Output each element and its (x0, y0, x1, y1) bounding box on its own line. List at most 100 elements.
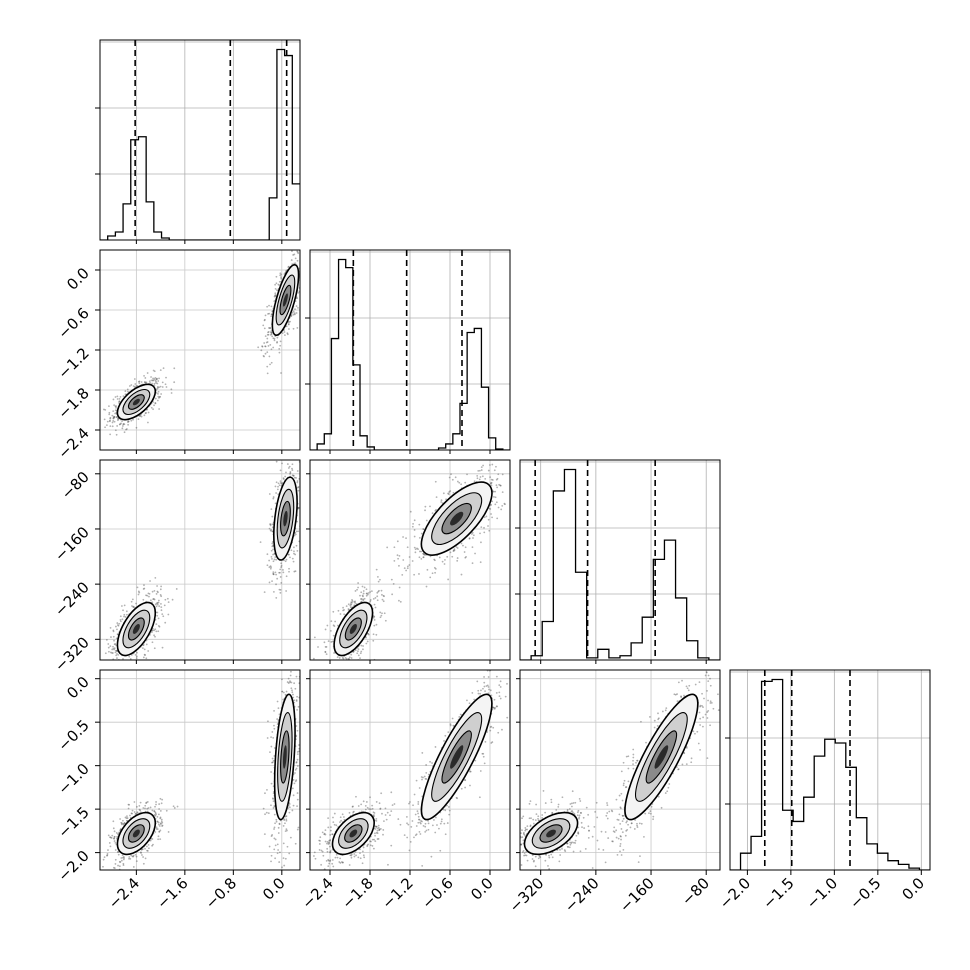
scatter-point (456, 547, 459, 549)
scatter-point (153, 814, 156, 816)
scatter-point (289, 650, 291, 652)
scatter-point (148, 592, 151, 595)
scatter-point (271, 542, 274, 545)
scatter-point (117, 864, 119, 867)
scatter-point (272, 560, 275, 563)
scatter-point (269, 751, 271, 754)
scatter-point (153, 810, 156, 812)
scatter-point (151, 590, 154, 593)
scatter-point (120, 664, 122, 666)
scatter-point (144, 804, 147, 807)
scatter-point (345, 657, 348, 660)
scatter-point (273, 804, 276, 807)
scatter-point (501, 491, 504, 494)
scatter-point (117, 853, 120, 856)
scatter-point (272, 737, 275, 739)
scatter-point (154, 397, 157, 400)
scatter-point (137, 418, 140, 420)
scatter-point (125, 610, 128, 613)
scatter-point (351, 599, 353, 601)
scatter-point (489, 464, 491, 466)
scatter-point (268, 312, 271, 315)
scatter-point (362, 598, 364, 601)
scatter-point (425, 519, 428, 522)
scatter-point (144, 654, 146, 656)
scatter-point (146, 849, 148, 852)
scatter-point (112, 629, 115, 632)
scatter-point (273, 848, 276, 851)
scatter-point (153, 629, 156, 632)
scatter-point (359, 657, 361, 660)
contour-level (349, 623, 357, 634)
scatter-point (409, 510, 412, 513)
scatter-point (132, 854, 135, 857)
scatter-point (350, 601, 353, 604)
scatter-point (362, 645, 364, 647)
scatter-point (339, 613, 342, 615)
scatter-point (123, 663, 125, 665)
scatter-point (274, 502, 277, 505)
scatter-point (137, 593, 140, 596)
scatter-point (107, 646, 110, 649)
scatter-point (422, 552, 425, 555)
scatter-point (156, 828, 159, 830)
scatter-point (266, 553, 269, 556)
scatter-point (113, 830, 116, 833)
scatter-point (111, 834, 114, 837)
scatter-point (292, 804, 295, 807)
scatter-point (360, 644, 363, 647)
scatter-point (270, 508, 273, 511)
scatter-point (280, 372, 282, 374)
scatter-point (339, 666, 341, 668)
scatter-point (292, 794, 295, 797)
scatter-point (157, 392, 159, 395)
scatter-point (280, 566, 283, 569)
scatter-point (367, 592, 370, 594)
scatter-point (273, 295, 276, 298)
scatter-point (130, 419, 133, 422)
scatter-point (116, 451, 118, 453)
scatter-point (164, 383, 167, 386)
scatter-point (289, 681, 291, 684)
scatter-point (292, 778, 295, 781)
scatter-point (336, 656, 339, 659)
scatter-point (158, 625, 161, 628)
scatter-point (120, 605, 123, 607)
scatter-point (131, 809, 134, 812)
scatter-point (296, 250, 299, 253)
scatter-point (292, 254, 295, 256)
scatter-point (501, 473, 504, 476)
scatter-point (296, 729, 299, 732)
scatter-point (132, 605, 135, 608)
scatter-point (292, 474, 295, 477)
scatter-point (134, 654, 137, 656)
scatter-point (161, 646, 164, 649)
scatter-point (128, 655, 131, 658)
scatter-point (262, 354, 265, 357)
scatter-point (156, 590, 159, 593)
panel-frame (99, 669, 301, 871)
scatter-point (317, 646, 319, 648)
scatter-point (489, 482, 492, 485)
scatter-point (148, 380, 151, 383)
scatter-point (278, 484, 281, 487)
scatter-point (267, 333, 270, 336)
scatter-point (290, 665, 292, 667)
scatter-point (266, 365, 269, 368)
scatter-point (482, 464, 485, 467)
scatter-point (170, 392, 173, 394)
scatter-point (290, 549, 293, 552)
scatter-point (341, 861, 344, 864)
scatter-point (116, 398, 119, 400)
scatter-point (418, 523, 421, 526)
scatter-point (277, 832, 280, 834)
scatter-point (496, 477, 499, 480)
scatter-point (422, 556, 425, 559)
scatter-point (320, 660, 322, 662)
scatter-point (109, 836, 111, 839)
scatter-point (442, 492, 445, 495)
scatter-point (152, 843, 154, 846)
scatter-point (113, 648, 116, 651)
scatter-point (289, 645, 291, 647)
scatter-point (125, 663, 127, 665)
